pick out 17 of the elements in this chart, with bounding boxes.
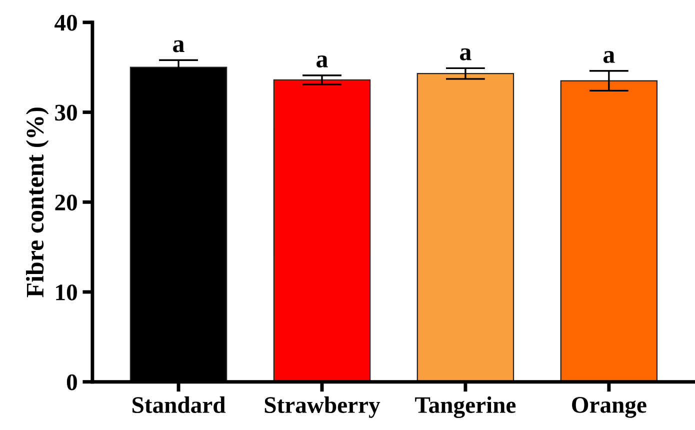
x-tick-label: Tangerine — [415, 396, 516, 418]
bar — [416, 73, 514, 382]
x-tick-label: Orange — [572, 396, 646, 418]
y-tick-label: 20 — [55, 194, 77, 211]
y-tick-label: 10 — [56, 284, 77, 300]
annotation: a — [603, 51, 615, 64]
annotation: a — [173, 40, 184, 52]
annotation: a — [460, 48, 472, 60]
y-tick-label: 40 — [54, 14, 77, 31]
y-axis-title: Fibre content (%) — [26, 108, 49, 298]
x-tick-label: Standard — [132, 396, 226, 414]
bar — [560, 80, 658, 382]
y-tick-label: 30 — [55, 104, 77, 121]
y-tick-label: 0 — [66, 374, 77, 390]
x-tick-label: Strawberry — [264, 396, 380, 418]
bar — [273, 79, 371, 382]
annotation: a — [316, 56, 328, 68]
